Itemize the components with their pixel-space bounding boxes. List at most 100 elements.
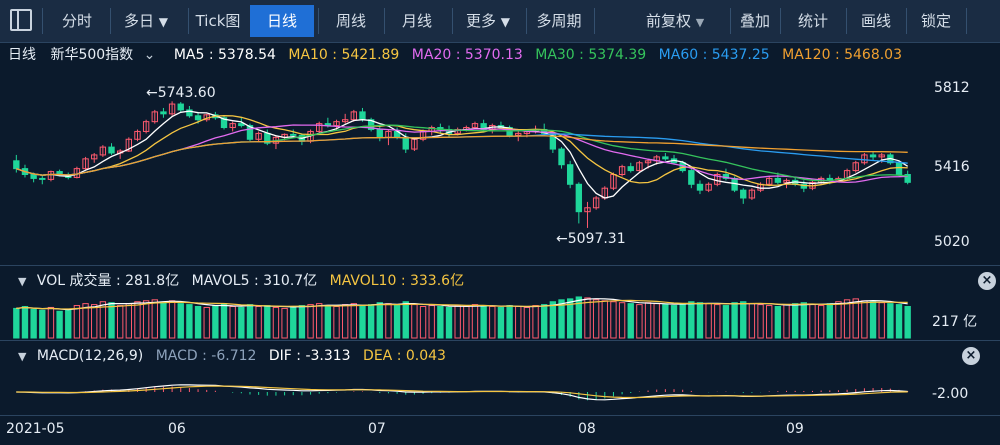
candle-body xyxy=(428,127,435,132)
volume-bar xyxy=(887,303,894,339)
candle-body xyxy=(463,127,470,130)
toolbar-divider xyxy=(906,8,907,34)
candle-body xyxy=(662,156,669,160)
candle-body xyxy=(852,162,859,172)
volume-bar xyxy=(73,305,81,339)
candle-body xyxy=(610,174,617,189)
volume-bar xyxy=(367,304,375,339)
candle-body xyxy=(705,183,712,191)
volume-bar xyxy=(82,303,89,339)
macd-info-bar: ▼ MACD(12,26,9) MACD : -6.712 DIF : -3.3… xyxy=(0,345,1000,367)
candle-body xyxy=(471,123,479,129)
volume-bar xyxy=(307,304,314,339)
candle-body xyxy=(333,121,340,127)
candle-body xyxy=(480,123,487,130)
candle-body xyxy=(523,130,531,134)
candle-body xyxy=(168,103,176,115)
candle-body xyxy=(281,133,288,138)
stats-button[interactable]: 统计 xyxy=(797,12,828,30)
candle-body xyxy=(393,130,401,138)
ma10-line xyxy=(16,115,908,187)
toolbar-divider xyxy=(318,8,319,34)
volume-bar xyxy=(298,305,306,339)
volume-bar xyxy=(532,305,539,339)
candle-body xyxy=(307,130,314,142)
chevron-down-icon[interactable]: ▼ xyxy=(18,275,27,288)
candle-body xyxy=(13,160,20,170)
volume-bar xyxy=(134,301,141,339)
volume-bar xyxy=(238,306,245,339)
volume-bar xyxy=(290,306,297,339)
tab-intraday[interactable]: 分时 xyxy=(61,12,92,30)
vol-value: VOL 成交量 : 281.8亿 xyxy=(36,273,180,289)
panel-divider xyxy=(0,340,1000,341)
candle-body xyxy=(186,109,193,117)
macd-axis-tick: -2.00 xyxy=(932,386,969,402)
overlay-button[interactable]: 叠加 xyxy=(739,12,770,30)
mavol10-value: MAVOL10 : 333.6亿 xyxy=(329,273,465,289)
candle-body xyxy=(644,160,652,164)
chevron-down-icon[interactable]: ▼ xyxy=(18,350,27,363)
candle-body xyxy=(541,128,548,134)
candle-body xyxy=(532,128,539,132)
volume-bar xyxy=(489,306,496,339)
volume-bar xyxy=(246,304,254,339)
tab-tick[interactable]: Tick图 xyxy=(195,12,241,30)
x-tick: 08 xyxy=(578,421,596,437)
volume-bar xyxy=(437,306,444,339)
volume-bar xyxy=(731,302,738,339)
candle-body xyxy=(212,114,219,119)
chevron-down-icon[interactable]: ⌄ xyxy=(143,47,156,63)
close-vol-icon[interactable]: × xyxy=(978,272,996,290)
toolbar-divider xyxy=(188,8,189,34)
adjust-label: 前复权 xyxy=(646,12,692,30)
volume-bar xyxy=(627,303,634,339)
draw-line-button[interactable]: 画线 xyxy=(860,12,891,30)
tab-multiday[interactable]: 多日 ▼ xyxy=(114,5,184,37)
candle-body xyxy=(255,132,262,140)
volume-bar xyxy=(47,306,55,339)
volume-bar xyxy=(212,305,219,339)
candle-body xyxy=(350,111,358,121)
volume-bar xyxy=(13,307,20,339)
candle-body xyxy=(419,130,427,140)
tab-weekly[interactable]: 周线 xyxy=(335,12,366,30)
volume-bar xyxy=(679,303,686,339)
candle-body xyxy=(688,170,695,185)
candle-body xyxy=(869,154,877,158)
candle-body xyxy=(636,162,643,172)
adjust-dropdown[interactable]: 前复权 ▼ xyxy=(636,5,728,37)
candle-body xyxy=(826,177,833,181)
high-annotation: ←5743.60 xyxy=(146,85,216,101)
ma120-value: MA120 : 5468.03 xyxy=(782,47,902,63)
candle-body xyxy=(411,138,418,150)
volume-bar xyxy=(809,304,816,339)
candle-body xyxy=(203,114,210,121)
ma20-value: MA20 : 5370.13 xyxy=(411,47,523,63)
volume-bar xyxy=(419,306,427,339)
candle-body xyxy=(264,132,271,144)
volume-bar xyxy=(480,305,487,339)
candle-body xyxy=(151,111,158,123)
volume-bar xyxy=(21,306,29,339)
close-macd-icon[interactable]: × xyxy=(962,347,980,365)
candle-body xyxy=(679,162,686,172)
candle-body xyxy=(220,117,228,129)
ma-info-bar: 日线 新华500指数 ⌄ MA5 : 5378.54 MA10 : 5421.8… xyxy=(0,44,1000,66)
candle-body xyxy=(497,125,505,129)
lock-button[interactable]: 锁定 xyxy=(920,12,951,30)
tab-monthly[interactable]: 月线 xyxy=(401,12,432,30)
sidebar-toggle-icon[interactable] xyxy=(10,9,32,31)
volume-bar xyxy=(662,304,669,339)
tab-more[interactable]: 更多 ▼ xyxy=(456,5,524,37)
tab-daily[interactable]: 日线 xyxy=(250,5,314,37)
candle-body xyxy=(566,164,574,185)
mavol5-line xyxy=(16,298,908,311)
tab-multi-period[interactable]: 多周期 xyxy=(536,12,582,30)
index-name[interactable]: 新华500指数 xyxy=(50,47,134,63)
volume-bar xyxy=(350,303,358,339)
vol-axis-tick: 217 亿 xyxy=(932,314,978,330)
candle-body xyxy=(47,171,55,180)
candle-body xyxy=(298,134,306,142)
